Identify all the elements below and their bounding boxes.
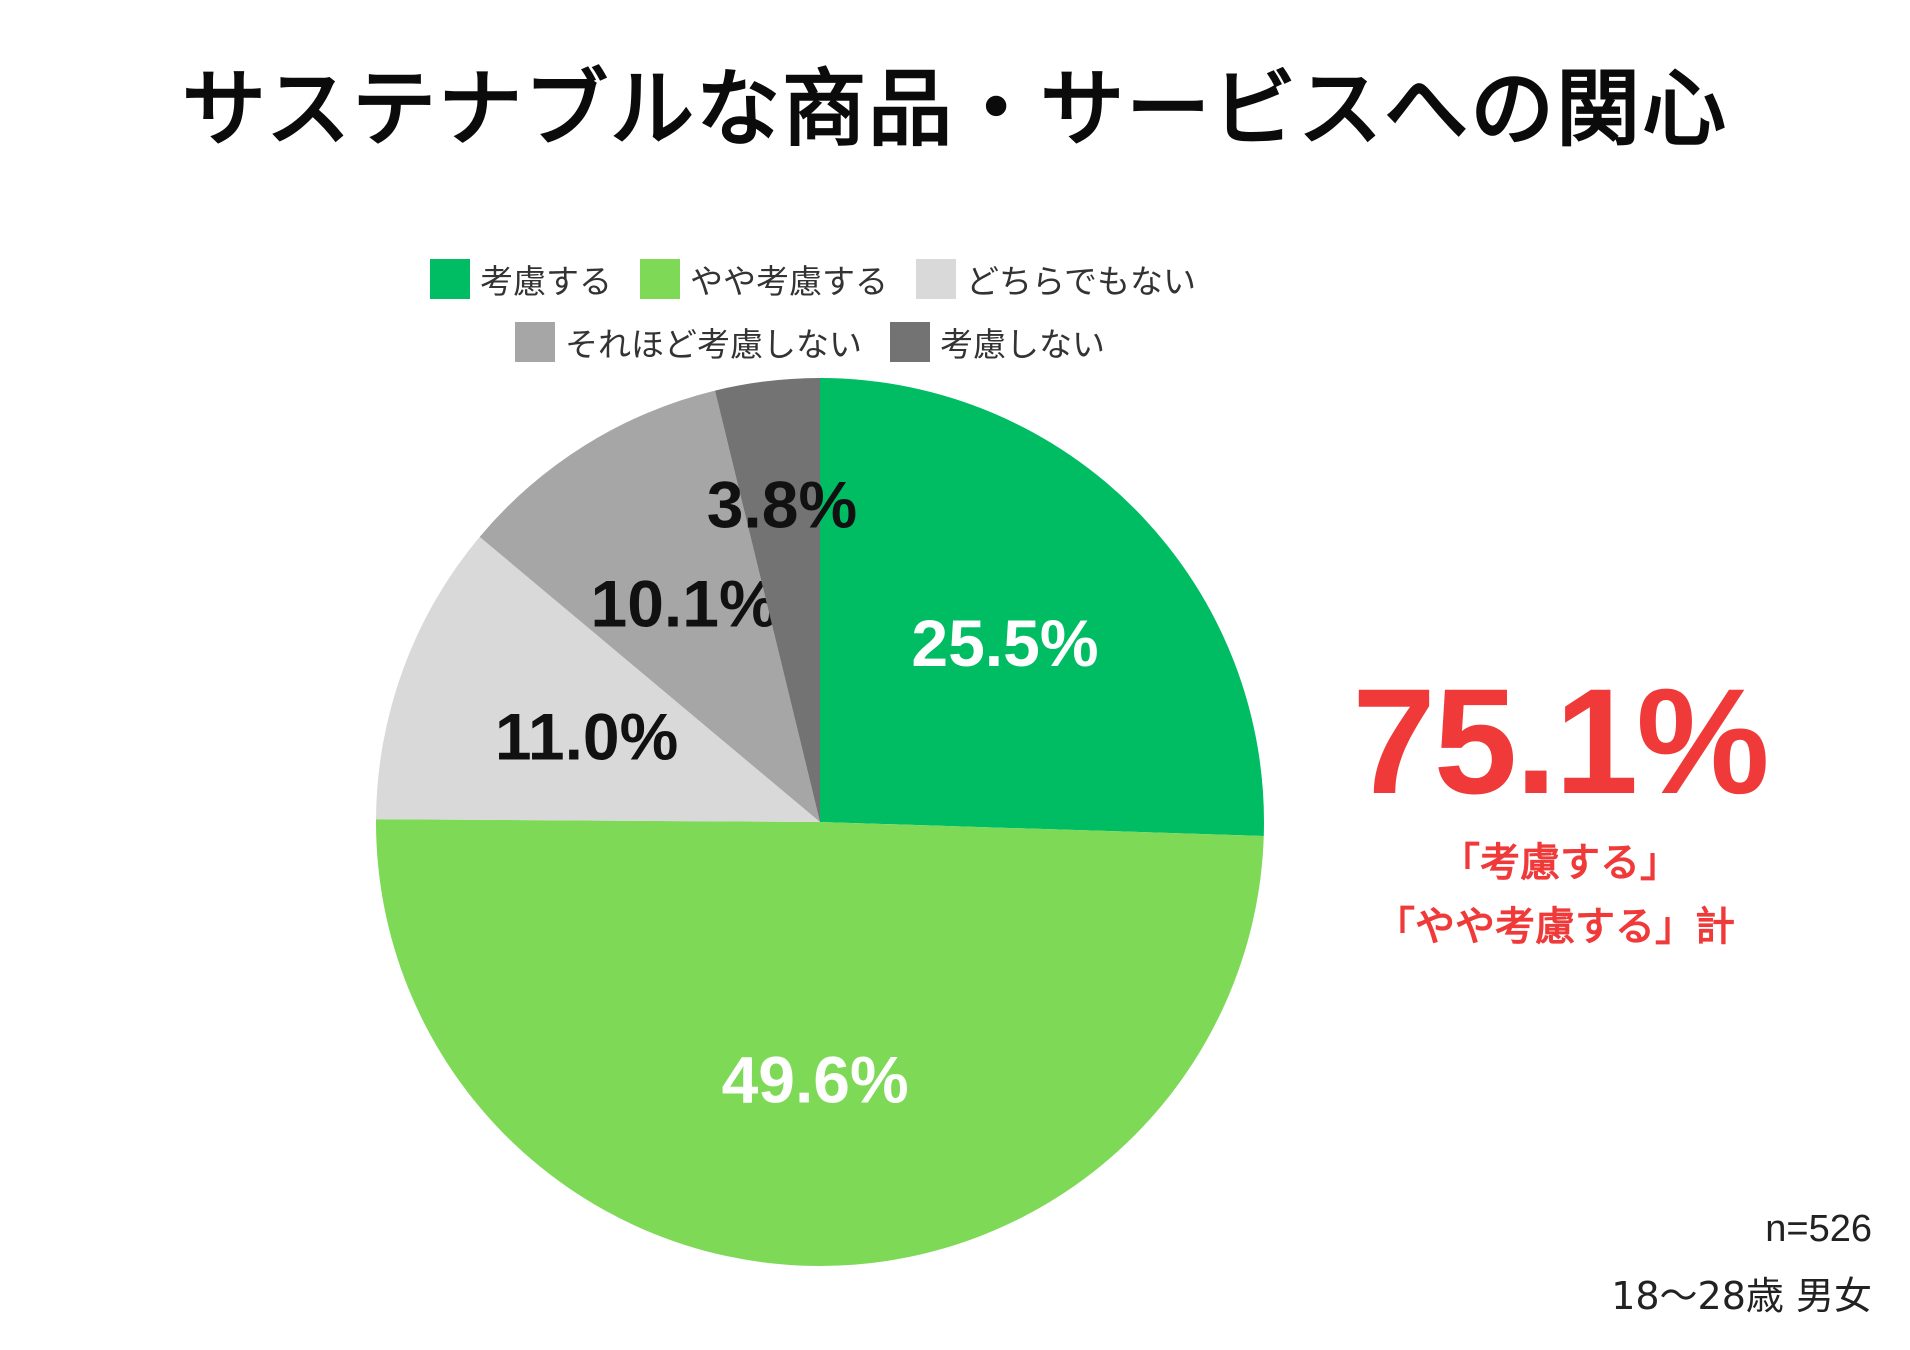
sample-size-note: n=526: [1765, 1208, 1872, 1250]
pie-slice-yaya-kouryo: [376, 819, 1264, 1266]
legend-label: 考慮しない: [940, 325, 1105, 364]
legend-label: 考慮する: [480, 262, 612, 301]
pie-label-sorehodo: 10.1%: [590, 566, 777, 640]
pie-slice-kouryo: [820, 378, 1264, 836]
pie-slice-dochira: [376, 536, 820, 822]
legend-swatch: [515, 322, 555, 362]
pie-slice-kouryo-shinai: [714, 378, 820, 822]
legend-label: やや考慮する: [690, 262, 888, 301]
summary-caption-line-1: 「考慮する」: [1440, 840, 1680, 886]
pie-label-kouryo: 25.5%: [911, 606, 1098, 680]
legend-item-sorehodo: それほど考慮しない: [515, 318, 862, 366]
pie-slice-sorehodo: [479, 390, 820, 822]
demographic-note: 18〜28歳 男女: [1611, 1274, 1872, 1318]
legend-item-dochira: どちらでもない: [916, 255, 1196, 303]
legend-swatch: [916, 259, 956, 299]
legend-swatch: [430, 259, 470, 299]
legend-item-yaya-kouryo: やや考慮する: [640, 255, 888, 303]
pie-label-kouryo-shinai: 3.8%: [707, 468, 857, 542]
legend-row-1: 考慮する やや考慮する どちらでもない: [430, 255, 1196, 303]
legend-swatch: [640, 259, 680, 299]
pie-label-dochira: 11.0%: [495, 699, 679, 773]
legend-swatch: [890, 322, 930, 362]
legend-row-2: それほど考慮しない 考慮しない: [515, 318, 1105, 366]
legend-item-kouryo: 考慮する: [430, 255, 612, 303]
summary-caption-line-2: 「やや考慮する」計: [1375, 904, 1735, 950]
summary-total-value: 75.1%: [1352, 657, 1769, 825]
pie-label-yaya-kouryo: 49.6%: [722, 1042, 909, 1116]
legend-label: それほど考慮しない: [565, 325, 862, 364]
legend-item-kouryo-shinai: 考慮しない: [890, 318, 1105, 366]
chart-title: サステナブルな商品・サービスへの関心: [181, 60, 1729, 158]
legend-label: どちらでもない: [966, 262, 1197, 301]
